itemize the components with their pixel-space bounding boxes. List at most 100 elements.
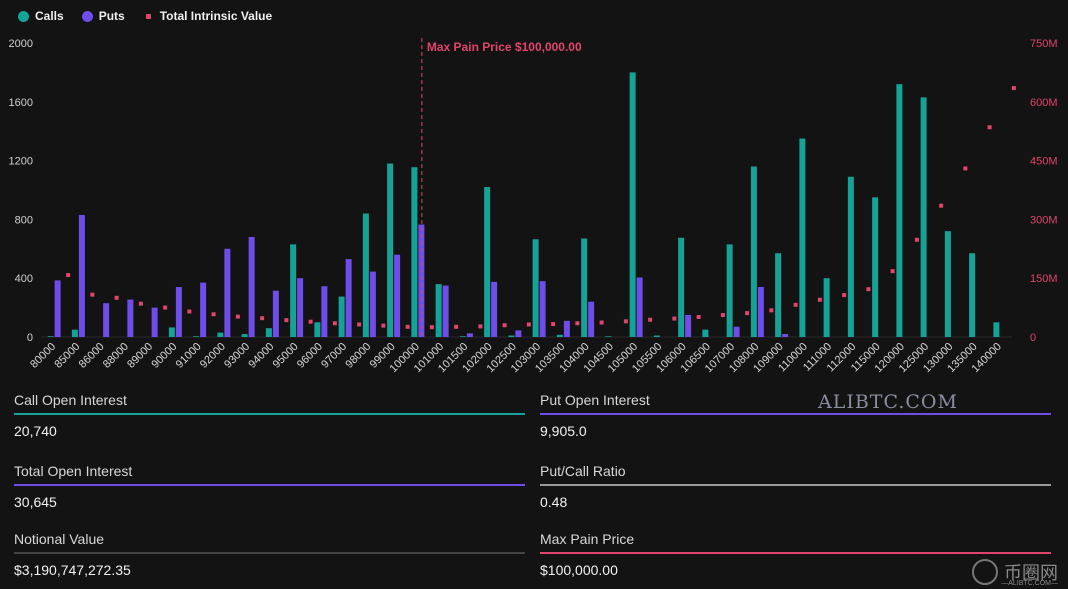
legend-puts-label: Puts — [98, 9, 125, 23]
puts-bar — [539, 281, 546, 337]
intrinsic-value-point — [769, 308, 774, 313]
stat-divider — [540, 484, 1051, 486]
brand-logo: 币圈网 —ALIBTC.COM— — [972, 559, 1058, 587]
stat-divider — [540, 413, 1051, 415]
calls-bar — [411, 167, 418, 337]
y-left-tick-label: 2000 — [9, 38, 33, 50]
puts-bar — [103, 303, 110, 337]
intrinsic-value-point — [866, 287, 871, 292]
legend-calls-label: Calls — [35, 9, 64, 23]
y-left-tick-label: 1600 — [9, 97, 33, 109]
intrinsic-value-point — [66, 273, 71, 278]
stat-total-open-interest: Total Open Interest 30,645 — [14, 463, 525, 510]
calls-bar — [678, 237, 685, 337]
x-tick-label: 94000 — [246, 341, 276, 371]
calls-bar — [944, 231, 951, 337]
logo-name: 币圈网 — [1004, 563, 1058, 583]
intrinsic-value-point — [478, 324, 483, 329]
calls-bar — [629, 72, 636, 338]
intrinsic-value-point — [720, 313, 725, 318]
y-left-tick-label: 0 — [27, 332, 33, 344]
calls-bar — [653, 335, 660, 337]
calls-bar — [71, 329, 78, 337]
x-tick-label: 89000 — [125, 341, 155, 371]
puts-bar — [369, 271, 376, 337]
intrinsic-value-point — [551, 322, 556, 327]
intrinsic-value-point — [696, 315, 701, 320]
intrinsic-value-point — [672, 316, 677, 321]
x-tick-label: 88000 — [101, 341, 131, 371]
stat-put-open-interest: Put Open Interest 9,905.0 — [540, 392, 1051, 439]
stat-label: Max Pain Price — [540, 531, 635, 547]
legend-item-puts[interactable]: Puts — [81, 9, 125, 23]
calls-bar — [265, 328, 272, 337]
puts-bar — [563, 320, 570, 337]
calls-bar — [484, 187, 491, 337]
intrinsic-value-point — [502, 323, 507, 328]
legend-item-calls[interactable]: Calls — [18, 9, 64, 23]
intrinsic-value-point — [187, 309, 192, 314]
stat-value: 0.48 — [540, 494, 568, 510]
stat-label: Total Open Interest — [14, 463, 133, 479]
intrinsic-swatch-icon — [145, 13, 151, 19]
calls-bar — [799, 138, 806, 337]
puts-bar — [248, 237, 255, 337]
x-tick-label: 86000 — [77, 341, 107, 371]
stat-label: Notional Value — [14, 531, 105, 547]
calls-bar — [193, 336, 200, 337]
x-tick-label: 90000 — [149, 341, 179, 371]
intrinsic-value-point — [138, 301, 143, 306]
stat-divider — [14, 484, 525, 486]
intrinsic-value-point — [429, 325, 434, 330]
stat-label: Call Open Interest — [14, 392, 127, 408]
x-tick-label: 95000 — [271, 341, 301, 371]
stat-value: $100,000.00 — [540, 562, 618, 578]
calls-bar — [920, 97, 927, 337]
intrinsic-value-point — [260, 316, 265, 321]
puts-bar — [782, 334, 789, 337]
logo-sub: —ALIBTC.COM— — [1001, 580, 1058, 587]
puts-swatch-icon — [81, 10, 93, 22]
intrinsic-value-point — [332, 321, 337, 326]
calls-bar — [581, 238, 588, 337]
intrinsic-value-point — [235, 314, 240, 319]
puts-bar — [224, 248, 231, 337]
stat-divider — [14, 413, 525, 415]
intrinsic-value-point — [526, 322, 531, 327]
calls-bar — [532, 239, 539, 337]
open-interest-chart: 0 400 800 1200 1600 2000 0 150M 300M 450M 600M 750M… — [9, 38, 1058, 375]
calls-bar — [847, 176, 854, 337]
x-tick-label: 96000 — [295, 341, 325, 371]
puts-bar — [200, 282, 207, 337]
y-left-tick-label: 800 — [15, 214, 33, 226]
stat-call-open-interest: Call Open Interest 20,740 — [14, 392, 525, 439]
x-tick-label: 91000 — [174, 341, 204, 371]
y-right-tick-label: 0 — [1030, 332, 1036, 344]
legend-item-intrinsic[interactable]: Total Intrinsic Value — [143, 9, 272, 23]
calls-bar — [290, 244, 297, 337]
x-tick-label: 93000 — [222, 341, 252, 371]
intrinsic-value-point — [599, 320, 604, 325]
logo-ring-icon — [972, 559, 998, 585]
stat-notional-value: Notional Value $3,190,747,272.35 — [14, 531, 525, 578]
calls-bar — [241, 334, 248, 337]
puts-bar — [78, 214, 85, 337]
intrinsic-value-point — [357, 322, 362, 327]
puts-bar — [442, 285, 449, 337]
calls-bar — [993, 322, 1000, 337]
calls-bar — [823, 278, 830, 337]
puts-bar — [151, 307, 158, 337]
calls-bar — [435, 284, 442, 337]
intrinsic-value-point — [114, 295, 119, 300]
puts-bar — [757, 287, 764, 337]
calls-bar — [217, 332, 224, 337]
calls-bar — [47, 336, 54, 337]
puts-bar — [491, 281, 498, 337]
stat-divider — [540, 552, 1051, 554]
stat-value: 20,740 — [14, 423, 57, 439]
stat-value: 9,905.0 — [540, 423, 587, 439]
intrinsic-value-point — [817, 297, 822, 302]
puts-bar — [733, 326, 740, 337]
intrinsic-value-point — [211, 312, 216, 317]
calls-bar — [556, 334, 563, 337]
